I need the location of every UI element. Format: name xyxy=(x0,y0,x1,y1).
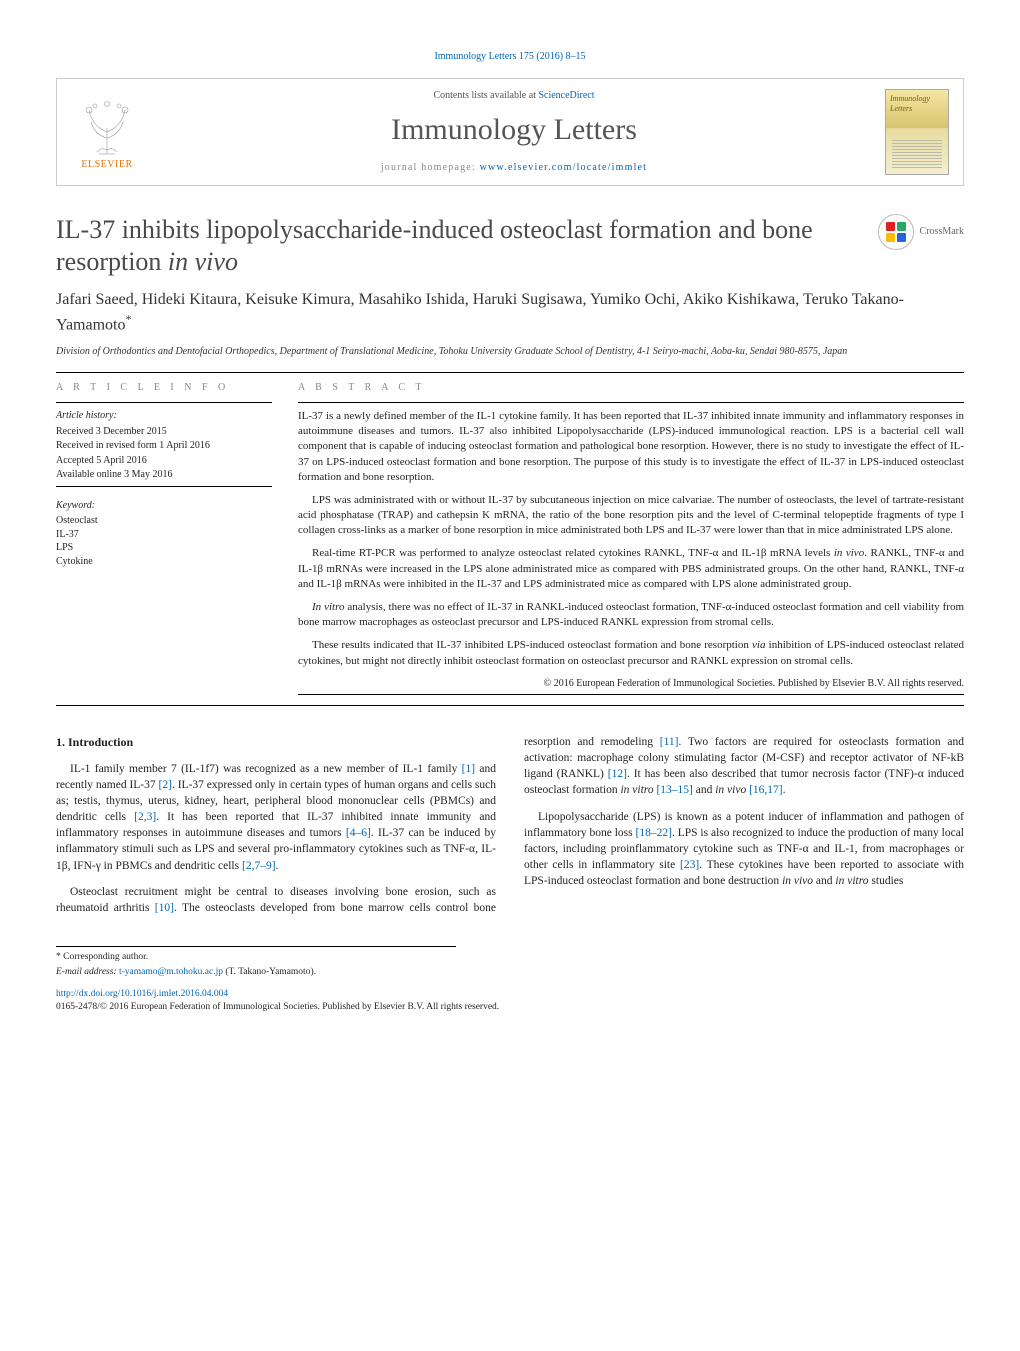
ref-2-3[interactable]: [2,3] xyxy=(134,811,156,823)
homepage-prefix: journal homepage: xyxy=(381,162,480,173)
sciencedirect-link[interactable]: ScienceDirect xyxy=(538,90,594,101)
bp2-it2: in vivo xyxy=(715,784,746,796)
ref-11[interactable]: [11] xyxy=(660,736,679,748)
ref-13-15[interactable]: [13–15] xyxy=(656,784,692,796)
ref-18-22[interactable]: [18–22] xyxy=(636,827,672,839)
history-accepted: Accepted 5 April 2016 xyxy=(56,454,272,468)
keyword-label: Keyword: xyxy=(56,499,272,513)
body-p3: Lipopolysaccharide (LPS) is known as a p… xyxy=(524,809,964,889)
contents-available-line: Contents lists available at ScienceDirec… xyxy=(143,89,885,103)
crossmark-icon xyxy=(884,220,908,244)
abs-p3-a: Real-time RT-PCR was performed to analyz… xyxy=(312,547,834,559)
keyword-3: Cytokine xyxy=(56,555,272,569)
journal-name: Immunology Letters xyxy=(143,110,885,151)
crossmark-circle-icon xyxy=(878,214,914,250)
section-num: 1. xyxy=(56,735,68,749)
history-label: Article history: xyxy=(56,409,272,423)
mini-rule-1 xyxy=(56,402,272,403)
article-info-heading: a r t i c l e i n f o xyxy=(56,381,272,395)
elsevier-wordmark: ELSEVIER xyxy=(81,158,132,172)
authors-line: Jafari Saeed, Hideki Kitaura, Keisuke Ki… xyxy=(56,289,964,337)
keyword-0: Osteoclast xyxy=(56,514,272,528)
email-tail: (T. Takano-Yamamoto). xyxy=(223,967,316,977)
ref-23[interactable]: [23] xyxy=(680,859,699,871)
email-line: E-mail address: t-yamamo@m.tohoku.ac.jp … xyxy=(56,966,456,979)
body-two-columns: 1. Introduction IL-1 family member 7 (IL… xyxy=(56,734,964,916)
email-label: E-mail address: xyxy=(56,967,119,977)
mini-rule-4 xyxy=(298,694,964,695)
abstract-copyright: © 2016 European Federation of Immunologi… xyxy=(298,677,964,691)
history-received: Received 3 December 2015 xyxy=(56,425,272,439)
abs-p4-it: In vitro xyxy=(312,601,344,613)
elsevier-tree-icon xyxy=(77,98,137,156)
corr-author-note: * Corresponding author. xyxy=(56,951,456,964)
abstract-heading: a b s t r a c t xyxy=(298,381,964,395)
ref-10[interactable]: [10] xyxy=(155,902,174,914)
affiliation: Division of Orthodontics and Dentofacial… xyxy=(56,345,964,358)
body-p1: IL-1 family member 7 (IL-1f7) was recogn… xyxy=(56,761,496,874)
rule-bottom xyxy=(56,705,964,706)
journal-header-box: ELSEVIER Contents lists available at Sci… xyxy=(56,78,964,186)
bp3-it2: in vitro xyxy=(835,875,868,887)
abstract-p5: These results indicated that IL-37 inhib… xyxy=(298,638,964,668)
keyword-1: IL-37 xyxy=(56,528,272,542)
crossmark-badge[interactable]: CrossMark xyxy=(878,214,964,250)
abs-p5-it: via xyxy=(752,639,765,651)
abstract-p2: LPS was administrated with or without IL… xyxy=(298,493,964,539)
issn-copyright-line: 0165-2478/© 2016 European Federation of … xyxy=(56,1001,964,1014)
abs-p5-a: These results indicated that IL-37 inhib… xyxy=(312,639,752,651)
title-italic: in vivo xyxy=(168,247,238,276)
section-1-heading: 1. Introduction xyxy=(56,734,496,751)
bp3-d: and xyxy=(813,875,835,887)
journal-cover-thumb: Immunology Letters xyxy=(885,89,949,175)
bp1-a: IL-1 family member 7 (IL-1f7) was recogn… xyxy=(70,763,462,775)
abs-p4-txt: analysis, there was no effect of IL-37 i… xyxy=(298,601,964,628)
mini-rule-3 xyxy=(298,402,964,403)
mini-rule-2 xyxy=(56,486,272,487)
authors-text: Jafari Saeed, Hideki Kitaura, Keisuke Ki… xyxy=(56,291,904,334)
journal-homepage-line: journal homepage: www.elsevier.com/locat… xyxy=(143,161,885,175)
abstract-p1: IL-37 is a newly defined member of the I… xyxy=(298,409,964,485)
footnotes: * Corresponding author. E-mail address: … xyxy=(56,946,456,979)
abstract-p3: Real-time RT-PCR was performed to analyz… xyxy=(298,546,964,592)
bp3-it1: in vivo xyxy=(782,875,813,887)
bp2-f: and xyxy=(693,784,715,796)
elsevier-logo: ELSEVIER xyxy=(71,92,143,172)
header-citation: Immunology Letters 175 (2016) 8–15 xyxy=(56,50,964,64)
ref-1[interactable]: [1] xyxy=(462,763,475,775)
history-online: Available online 3 May 2016 xyxy=(56,468,272,482)
keyword-2: LPS xyxy=(56,541,272,555)
abstract-col: a b s t r a c t IL-37 is a newly defined… xyxy=(298,381,964,702)
history-revised: Received in revised form 1 April 2016 xyxy=(56,439,272,453)
ref-12[interactable]: [12] xyxy=(608,768,627,780)
email-link[interactable]: t-yamamo@m.tohoku.ac.jp xyxy=(119,967,223,977)
section-title: Introduction xyxy=(68,735,133,749)
bp3-e: studies xyxy=(869,875,904,887)
corresponding-mark: * xyxy=(126,312,132,326)
crossmark-label: CrossMark xyxy=(920,225,964,239)
rule-top xyxy=(56,372,964,373)
bp2-h: . xyxy=(783,784,786,796)
abs-p3-it: in vivo xyxy=(834,547,864,559)
abstract-p4: In vitro analysis, there was no effect o… xyxy=(298,600,964,630)
doi-block: http://dx.doi.org/10.1016/j.imlet.2016.0… xyxy=(56,988,964,1014)
doi-link[interactable]: http://dx.doi.org/10.1016/j.imlet.2016.0… xyxy=(56,989,228,999)
ref-4-6[interactable]: [4–6] xyxy=(346,827,371,839)
article-title: IL-37 inhibits lipopolysaccharide-induce… xyxy=(56,214,816,279)
article-info-col: a r t i c l e i n f o Article history: R… xyxy=(56,381,272,702)
cover-title-text: Immunology Letters xyxy=(890,94,948,116)
bp2-it1: in vitro xyxy=(620,784,653,796)
ref-2[interactable]: [2] xyxy=(159,779,172,791)
homepage-link[interactable]: www.elsevier.com/locate/immlet xyxy=(480,162,648,173)
contents-prefix: Contents lists available at xyxy=(433,90,538,101)
ref-16-17[interactable]: [16,17] xyxy=(749,784,783,796)
bp1-f: . xyxy=(276,860,279,872)
ref-2-7-9[interactable]: [2,7–9] xyxy=(242,860,276,872)
